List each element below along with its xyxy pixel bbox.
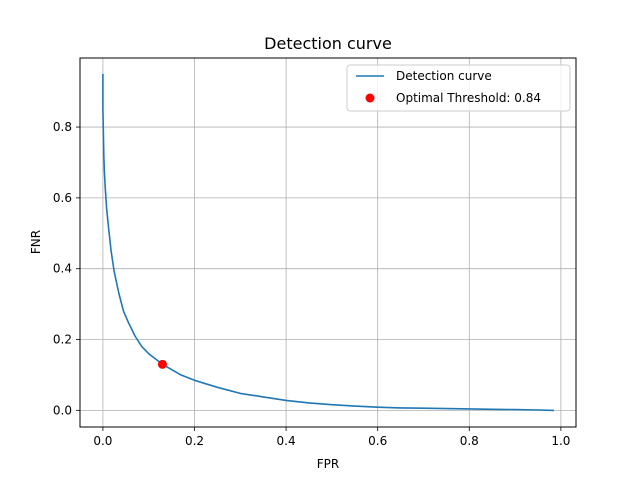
x-tick-label: 0.8 [460, 434, 479, 448]
x-tick-label: 0.0 [93, 434, 112, 448]
x-axis-ticks: 0.0 0.2 0.4 0.6 0.8 1.0 [93, 427, 570, 448]
detection-curve-line [102, 73, 555, 412]
plot-frame [79, 57, 577, 428]
legend-marker-swatch [365, 93, 375, 103]
chart-title: Detection curve [264, 34, 392, 53]
x-tick-label: 0.4 [277, 434, 296, 448]
y-axis-ticks: 0.0 0.2 0.4 0.6 0.8 [53, 120, 80, 417]
y-axis-label: FNR [29, 230, 43, 254]
legend: Detection curve Optimal Threshold: 0.84 [346, 64, 571, 112]
plot-area [80, 58, 576, 427]
y-tick-label: 0.2 [53, 333, 72, 347]
y-tick-label: 0.4 [53, 262, 72, 276]
legend-box [346, 64, 571, 112]
legend-label-optimal-threshold: Optimal Threshold: 0.84 [396, 91, 541, 105]
x-tick-label: 0.2 [185, 434, 204, 448]
y-tick-label: 0.8 [53, 120, 72, 134]
optimal-threshold-point [157, 359, 167, 369]
series-layer [102, 73, 555, 412]
y-tick-label: 0.6 [53, 191, 72, 205]
grid-lines [80, 58, 576, 427]
x-tick-label: 0.6 [368, 434, 387, 448]
legend-label-detection-curve: Detection curve [396, 69, 492, 83]
y-tick-label: 0.0 [53, 403, 72, 417]
x-tick-label: 1.0 [551, 434, 570, 448]
x-axis-label: FPR [317, 457, 339, 471]
